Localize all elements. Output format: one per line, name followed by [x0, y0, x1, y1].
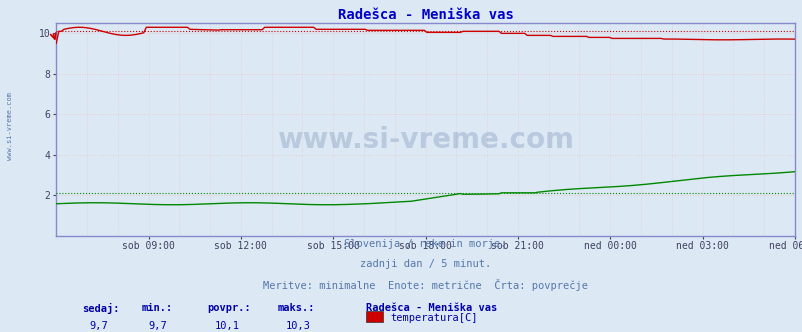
Text: 9,7: 9,7 [89, 321, 108, 331]
Text: 10,3: 10,3 [285, 321, 310, 331]
Text: maks.:: maks.: [277, 303, 315, 313]
Text: Meritve: minimalne  Enote: metrične  Črta: povprečje: Meritve: minimalne Enote: metrične Črta:… [263, 280, 587, 291]
Text: min.:: min.: [141, 303, 172, 313]
Bar [366, 311, 383, 322]
Text: www.si-vreme.com: www.si-vreme.com [6, 92, 13, 160]
Text: www.si-vreme.com: www.si-vreme.com [277, 126, 573, 154]
Text: zadnji dan / 5 minut.: zadnji dan / 5 minut. [359, 259, 491, 269]
Text: povpr.:: povpr.: [208, 303, 251, 313]
Text: Radešca - Meniška vas: Radešca - Meniška vas [366, 303, 497, 313]
Text: sedaj:: sedaj: [82, 303, 119, 314]
Text: 9,7: 9,7 [148, 321, 167, 331]
Title: Radešca - Meniška vas: Radešca - Meniška vas [337, 8, 513, 22]
Text: 10,1: 10,1 [215, 321, 240, 331]
Text: Slovenija / reke in morje.: Slovenija / reke in morje. [344, 238, 506, 249]
Text: temperatura[C]: temperatura[C] [390, 312, 477, 322]
